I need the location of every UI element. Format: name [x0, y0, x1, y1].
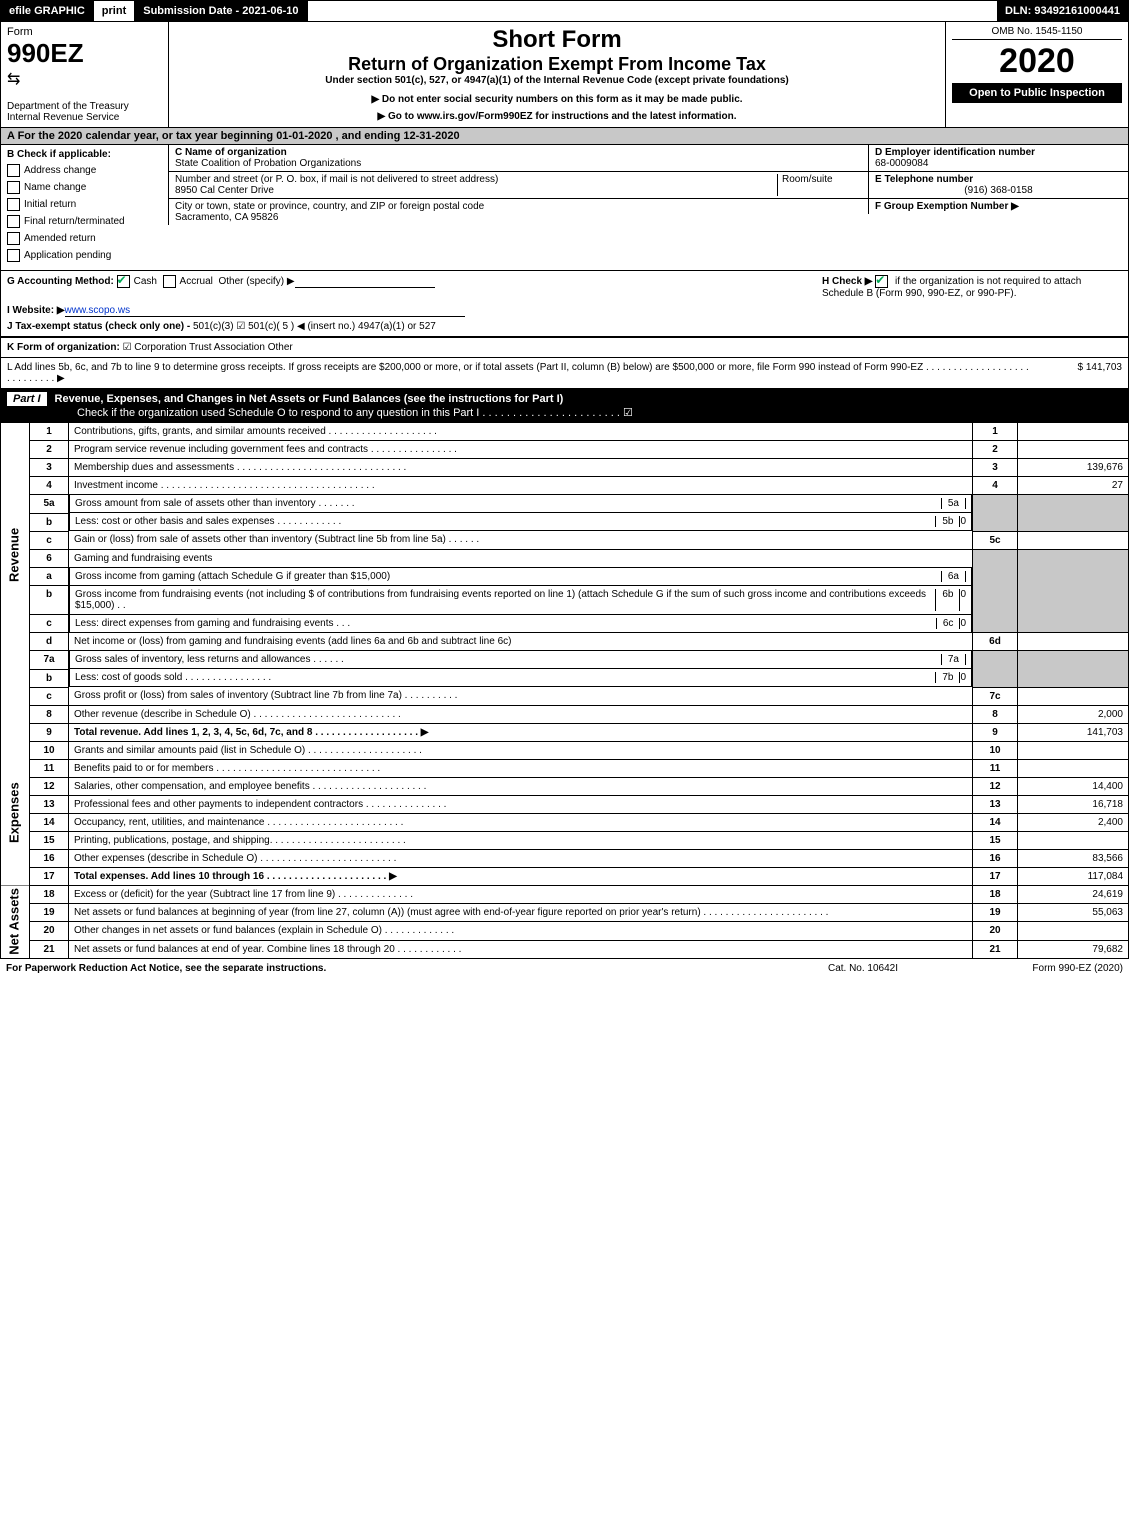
- warning-ssn: ▶ Do not enter social security numbers o…: [175, 94, 939, 105]
- g-accounting-method: G Accounting Method:: [7, 276, 114, 287]
- l-instructions: L Add lines 5b, 6c, and 7b to line 9 to …: [7, 362, 1032, 384]
- e-phone: (916) 368-0158: [875, 185, 1122, 196]
- website-link[interactable]: www.scopo.ws: [65, 305, 465, 317]
- d-ein-label: D Employer identification number: [875, 147, 1035, 158]
- d-ein: 68-0009084: [875, 158, 928, 169]
- part-i-sub: Check if the organization used Schedule …: [7, 406, 1122, 419]
- section-expenses: Expenses: [1, 741, 30, 885]
- chk-amended-return[interactable]: Amended return: [7, 232, 162, 245]
- j-tax-exempt-label: J Tax-exempt status (check only one) -: [7, 321, 190, 332]
- form-header: Form 990EZ ⇆ Department of the Treasury …: [0, 22, 1129, 128]
- block-b: B Check if applicable: Address change Na…: [0, 145, 1129, 271]
- dln: DLN: 93492161000441: [997, 1, 1128, 21]
- box-b-label: B Check if applicable:: [7, 149, 111, 160]
- h-check: H Check ▶: [822, 276, 872, 287]
- submission-date: Submission Date - 2021-06-10: [135, 1, 307, 21]
- chk-name-change[interactable]: Name change: [7, 181, 162, 194]
- efile-button[interactable]: efile GRAPHIC: [1, 1, 94, 21]
- page-footer: For Paperwork Reduction Act Notice, see …: [0, 959, 1129, 978]
- c-street: 8950 Cal Center Drive: [175, 185, 274, 196]
- paperwork-notice: For Paperwork Reduction Act Notice, see …: [6, 963, 783, 974]
- dept-treasury: Department of the Treasury: [7, 101, 162, 112]
- cat-no: Cat. No. 10642I: [783, 963, 943, 974]
- chk-cash[interactable]: [117, 275, 130, 288]
- section-revenue: Revenue: [1, 423, 30, 687]
- form-number: 990EZ: [7, 38, 162, 69]
- chk-initial-return[interactable]: Initial return: [7, 198, 162, 211]
- l-gross-receipts: $ 141,703: [1032, 362, 1122, 384]
- omb-number: OMB No. 1545-1150: [952, 26, 1122, 40]
- row-a-tax-year: A For the 2020 calendar year, or tax yea…: [0, 128, 1129, 145]
- k-options: ☑ Corporation Trust Association Other: [123, 342, 293, 353]
- c-org-name: State Coalition of Probation Organizatio…: [175, 158, 361, 169]
- topbar: efile GRAPHIC print Submission Date - 20…: [0, 0, 1129, 22]
- form-ref: Form 990-EZ (2020): [943, 963, 1123, 974]
- goto-link[interactable]: ▶ Go to www.irs.gov/Form990EZ for instru…: [175, 111, 939, 122]
- chk-final-return[interactable]: Final return/terminated: [7, 215, 162, 228]
- j-options: 501(c)(3) ☑ 501(c)( 5 ) ◀ (insert no.) 4…: [193, 321, 436, 332]
- section-net-assets: Net Assets: [1, 885, 30, 959]
- c-city: Sacramento, CA 95826: [175, 212, 278, 223]
- c-street-label: Number and street (or P. O. box, if mail…: [175, 174, 498, 185]
- open-to-public: Open to Public Inspection: [952, 83, 1122, 103]
- room-suite-label: Room/suite: [777, 174, 862, 196]
- k-form-org-label: K Form of organization:: [7, 342, 120, 353]
- block-ghijkl: G Accounting Method: Cash Accrual Other …: [0, 271, 1129, 337]
- chk-application-pending[interactable]: Application pending: [7, 249, 162, 262]
- f-group-exemption: F Group Exemption Number ▶: [875, 201, 1019, 212]
- irs: Internal Revenue Service: [7, 112, 162, 123]
- i-website-label: I Website: ▶: [7, 305, 65, 316]
- c-city-label: City or town, state or province, country…: [175, 201, 484, 212]
- form-label: Form: [7, 26, 162, 38]
- other-specify-input[interactable]: [295, 275, 435, 288]
- chk-schedule-b[interactable]: [875, 275, 888, 288]
- title-return: Return of Organization Exempt From Incom…: [175, 54, 939, 75]
- subtitle-under: Under section 501(c), 527, or 4947(a)(1)…: [175, 75, 939, 86]
- chk-accrual[interactable]: [163, 275, 176, 288]
- e-phone-label: E Telephone number: [875, 174, 973, 185]
- print-button[interactable]: print: [94, 1, 135, 21]
- c-name-label: C Name of organization: [175, 147, 287, 158]
- revenue-table: Revenue 1Contributions, gifts, grants, a…: [0, 423, 1129, 959]
- part-i-header: Part IRevenue, Expenses, and Changes in …: [0, 389, 1129, 423]
- tax-year: 2020: [952, 42, 1122, 81]
- title-short-form: Short Form: [175, 26, 939, 54]
- chk-address-change[interactable]: Address change: [7, 164, 162, 177]
